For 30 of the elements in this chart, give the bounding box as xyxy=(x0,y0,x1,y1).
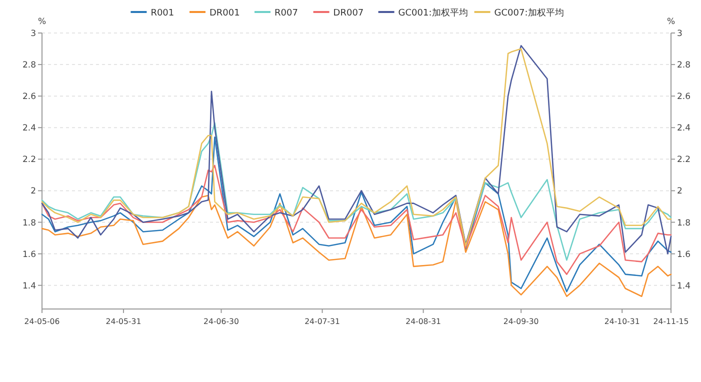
line-series xyxy=(41,136,672,292)
y-axis-title: % xyxy=(38,17,46,27)
y2-tick-label: 2.6 xyxy=(677,92,691,102)
y-tick-label: 2.6 xyxy=(22,92,36,102)
y-tick-label: 2 xyxy=(30,186,36,197)
y-tick-label: 3 xyxy=(30,29,36,39)
legend-label: DR007 xyxy=(333,8,364,18)
legend-label: R001 xyxy=(150,8,174,18)
y-tick-label: 1.4 xyxy=(22,281,36,292)
y-tick-label: 2.4 xyxy=(22,124,36,134)
y2-tick-label: 2.4 xyxy=(677,124,691,134)
y2-tick-label: 1.8 xyxy=(677,218,691,228)
line-series xyxy=(41,194,672,298)
y2-tick-label: 2 xyxy=(677,186,682,197)
legend-label: DR001 xyxy=(210,8,240,18)
y2-tick-label: 1.6 xyxy=(677,250,691,260)
legend-label: GC001:加权平均 xyxy=(398,8,468,18)
y-tick-label: 1.8 xyxy=(22,218,36,228)
legend-label: GC007:加权平均 xyxy=(494,8,564,18)
y2-tick-label: 2.2 xyxy=(677,155,691,166)
legend-label: R007 xyxy=(274,8,298,18)
y2-tick-label: 3 xyxy=(677,29,682,39)
y2-tick-label: 1.4 xyxy=(677,281,691,292)
y2-tick-label: 2.8 xyxy=(677,60,691,71)
y-tick-label: 2.8 xyxy=(22,60,36,71)
line-series xyxy=(41,164,672,275)
y-tick-label: 2.2 xyxy=(22,155,36,166)
line-series xyxy=(41,122,672,261)
y-tick-label: 1.6 xyxy=(22,250,36,260)
y2-axis-title: % xyxy=(666,17,676,27)
